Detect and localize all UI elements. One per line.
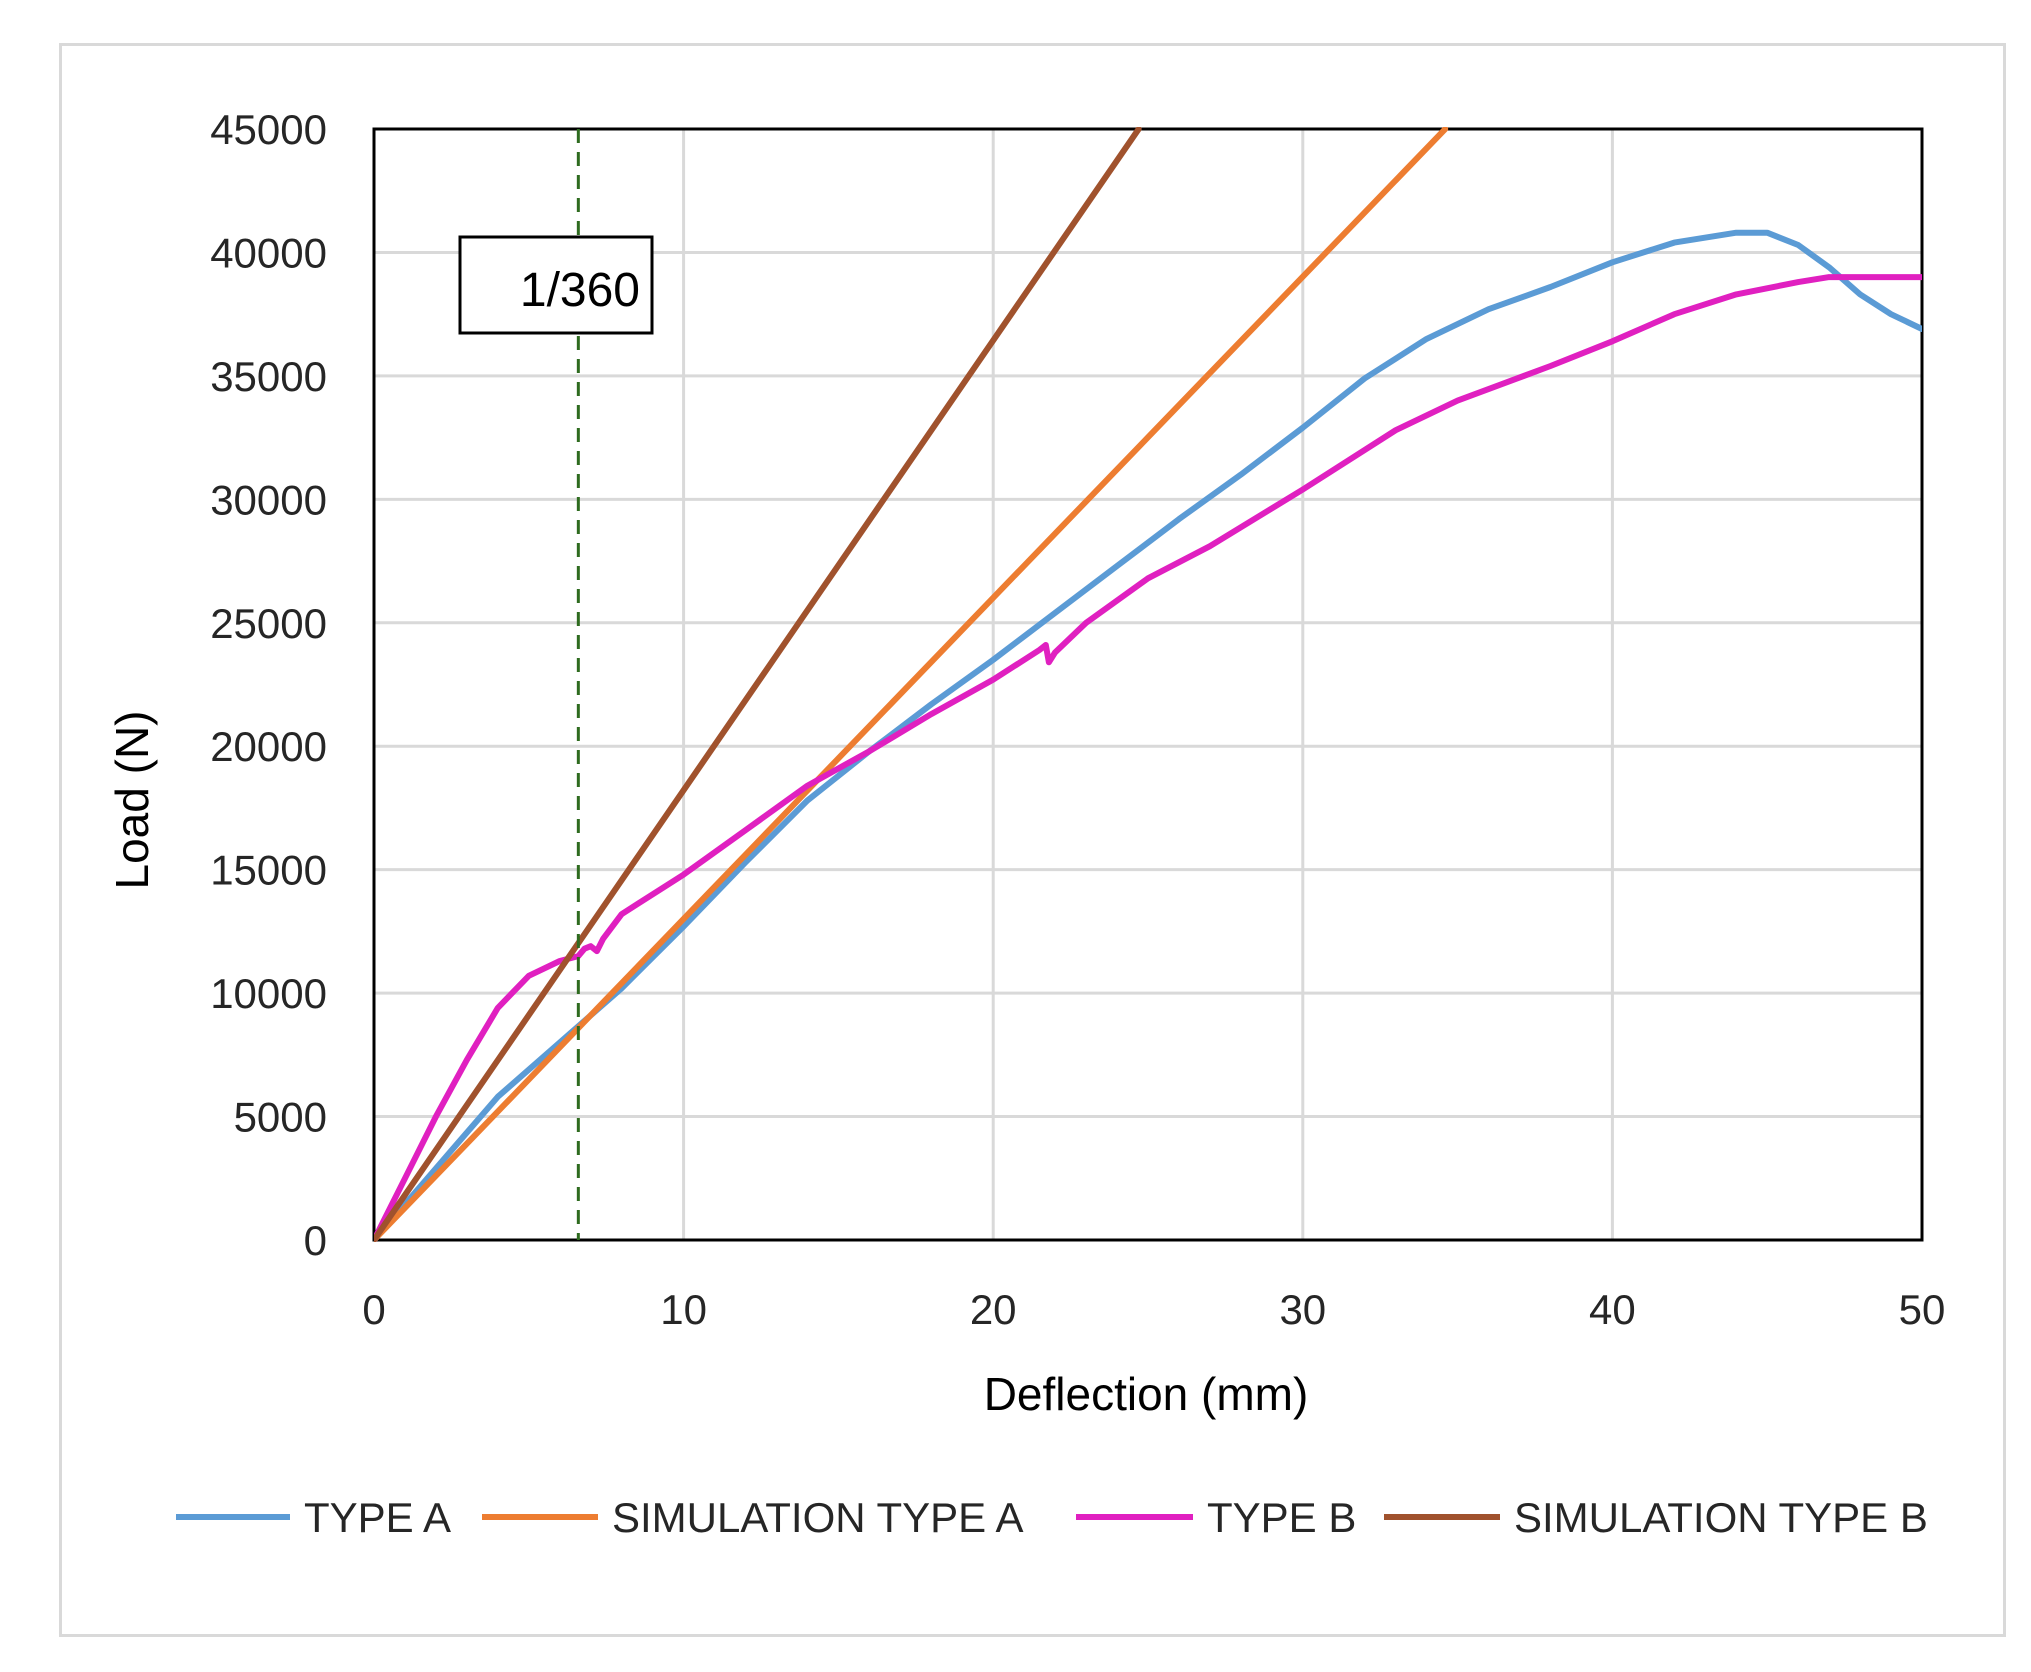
- y-tick-label: 15000: [210, 847, 327, 894]
- x-axis-title: Deflection (mm): [984, 1368, 1309, 1420]
- series-group: [374, 127, 1922, 1242]
- series-line-type-b: [374, 274, 1922, 1242]
- limit-label-box: [458, 235, 654, 335]
- x-tick-label: 40: [1589, 1286, 1636, 1333]
- series-line-simulation-type-a: [374, 127, 1449, 1242]
- chart-frame: [59, 43, 2006, 1637]
- legend-label-simulation-type-a: SIMULATION TYPE A: [612, 1494, 1024, 1541]
- annotations: 1/360: [458, 129, 654, 1240]
- y-tick-label: 0: [304, 1217, 327, 1264]
- y-tick-label: 5000: [234, 1094, 327, 1141]
- y-tick-label: 25000: [210, 600, 327, 647]
- x-tick-label: 50: [1899, 1286, 1946, 1333]
- y-tick-label: 40000: [210, 229, 327, 276]
- x-tick-label: 0: [362, 1286, 385, 1333]
- y-axis-title: Load (N): [106, 711, 158, 890]
- legend: TYPE A SIMULATION TYPE A TYPE B SIMULATION …: [176, 1494, 1928, 1541]
- x-tick-label: 30: [1279, 1286, 1326, 1333]
- plot-border: [372, 127, 1924, 1242]
- y-tick-label: 20000: [210, 723, 327, 770]
- x-tick-label: 20: [970, 1286, 1017, 1333]
- y-tick-label: 45000: [210, 106, 327, 153]
- y-tick-label: 30000: [210, 476, 327, 523]
- legend-label-type-a: TYPE A: [304, 1494, 451, 1541]
- series-line-type-a: [374, 229, 1922, 1242]
- series-line-simulation-type-b: [374, 127, 1142, 1242]
- y-tick-label: 10000: [210, 970, 327, 1017]
- x-tick-label: 10: [660, 1286, 707, 1333]
- x-tick-labels: 0 10 20 30 40 50: [362, 1286, 1945, 1333]
- y-tick-label: 35000: [210, 353, 327, 400]
- legend-label-simulation-type-b: SIMULATION TYPE B: [1514, 1494, 1928, 1541]
- legend-label-type-b: TYPE B: [1207, 1494, 1356, 1541]
- limit-label: 1/360: [520, 264, 640, 317]
- y-tick-labels: 0 5000 10000 15000 20000 25000 30000 35000 40000…: [210, 106, 327, 1264]
